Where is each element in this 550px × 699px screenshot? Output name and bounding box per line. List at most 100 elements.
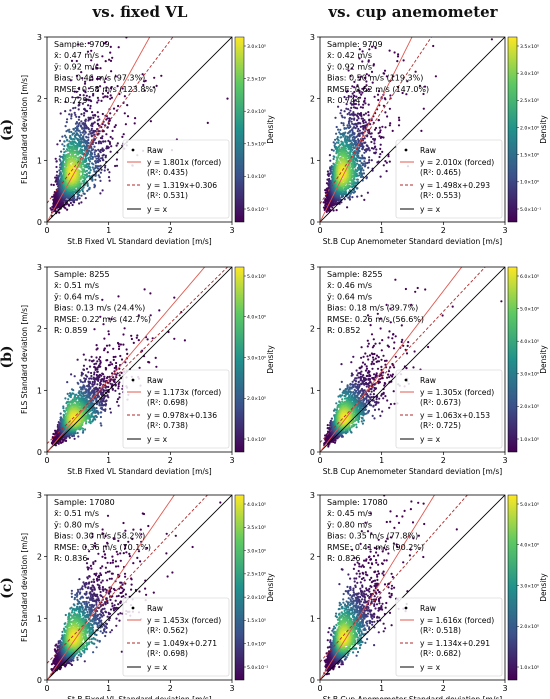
data-point — [361, 91, 364, 94]
data-point — [434, 75, 437, 78]
data-point — [226, 97, 229, 100]
data-point — [353, 99, 356, 102]
data-point — [108, 179, 111, 182]
data-point — [70, 114, 73, 118]
data-point — [363, 141, 366, 144]
data-point — [105, 86, 108, 89]
data-point — [112, 358, 115, 361]
data-point — [99, 164, 102, 167]
data-point — [112, 376, 115, 379]
data-point — [99, 67, 102, 70]
data-point — [114, 75, 117, 78]
data-point — [76, 159, 79, 162]
data-point — [80, 120, 83, 123]
data-point — [52, 183, 55, 187]
data-point — [381, 125, 384, 128]
data-point — [101, 135, 104, 138]
data-point — [90, 149, 93, 152]
data-point — [362, 121, 365, 124]
data-point — [152, 86, 155, 89]
data-point — [385, 75, 388, 78]
data-point — [368, 119, 371, 122]
data-point — [72, 155, 75, 158]
data-point — [103, 81, 106, 84]
data-point — [120, 358, 124, 361]
free-fit-line — [47, 37, 174, 204]
data-point — [89, 377, 92, 380]
data-point — [134, 117, 137, 120]
data-point — [69, 201, 72, 205]
data-point — [336, 136, 339, 139]
data-point — [379, 175, 382, 178]
data-point — [350, 67, 353, 70]
data-point — [360, 75, 363, 78]
data-point — [371, 45, 374, 48]
data-point — [93, 145, 96, 148]
data-point — [75, 59, 78, 63]
data-point — [100, 157, 103, 160]
data-point — [105, 89, 108, 92]
data-point — [111, 137, 114, 140]
data-point — [87, 42, 90, 45]
data-point — [345, 127, 348, 130]
data-point — [96, 122, 99, 126]
data-point — [91, 166, 94, 169]
data-point — [352, 123, 356, 126]
data-point — [93, 397, 96, 400]
data-point — [365, 84, 368, 87]
data-point — [88, 95, 91, 98]
data-point — [352, 146, 355, 149]
data-point — [103, 169, 106, 172]
data-point — [97, 155, 100, 158]
data-point — [69, 147, 72, 150]
data-point — [82, 114, 86, 117]
data-point — [362, 100, 366, 103]
data-point — [384, 111, 387, 114]
data-point — [357, 76, 360, 79]
colorbar-gradient — [234, 36, 245, 223]
data-point — [356, 88, 360, 92]
data-point — [102, 380, 105, 383]
stat-line: RMSE: 0.62 m/s (147.0%) — [327, 85, 429, 94]
data-point — [355, 162, 359, 165]
data-point — [388, 107, 391, 110]
data-point — [347, 69, 350, 72]
data-point — [89, 153, 92, 156]
data-point — [346, 113, 349, 116]
data-point — [355, 187, 359, 190]
data-point — [102, 140, 105, 143]
y-tick-label: 3 — [37, 33, 42, 42]
data-point — [360, 93, 363, 96]
data-point — [74, 148, 77, 151]
data-point — [137, 339, 140, 342]
data-point — [123, 327, 126, 330]
colorbar-tick-label: 3.0×10⁰ — [247, 44, 266, 50]
data-point — [332, 149, 335, 152]
data-point — [76, 195, 79, 198]
data-point — [59, 159, 62, 162]
data-point — [100, 142, 103, 145]
data-point — [79, 380, 83, 383]
data-point — [328, 172, 332, 175]
data-point — [83, 386, 86, 389]
data-point — [348, 195, 351, 198]
data-point — [358, 91, 361, 94]
data-point — [115, 361, 118, 365]
data-point — [120, 371, 123, 374]
data-point — [100, 99, 103, 102]
data-point — [384, 126, 387, 129]
data-point — [113, 366, 116, 370]
data-point — [361, 50, 364, 53]
data-point — [382, 72, 385, 75]
colorbar-tick-label: 3.5×10⁰ — [520, 44, 539, 50]
data-point — [335, 209, 338, 212]
data-point — [94, 161, 97, 164]
data-point — [118, 345, 121, 348]
data-point — [118, 392, 121, 395]
data-point — [385, 170, 388, 173]
data-point — [71, 140, 74, 143]
data-point — [103, 403, 106, 406]
data-point — [346, 132, 350, 135]
